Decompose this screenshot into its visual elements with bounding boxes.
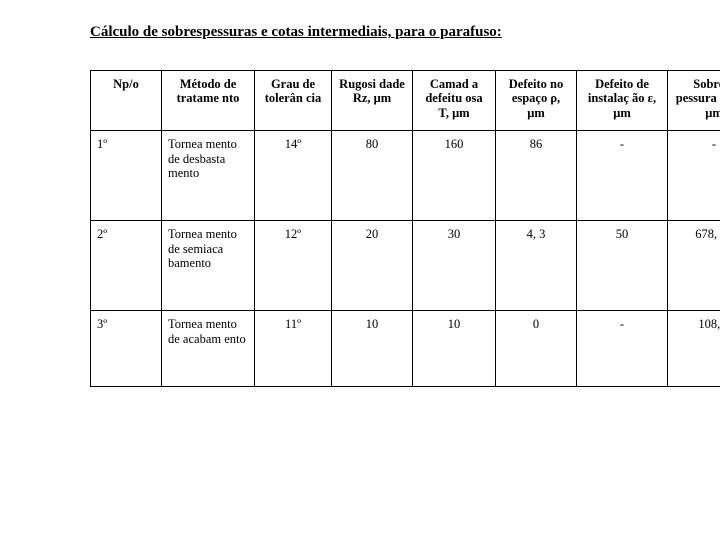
cell-n: 2º <box>91 221 162 311</box>
cell-eps: - <box>577 131 668 221</box>
cell-grau: 12º <box>255 221 332 311</box>
page-title: Cálculo de sobrespessuras e cotas interm… <box>90 24 502 41</box>
col-rho: Defeito no espaço ρ, μm <box>496 71 577 131</box>
calc-table: Np/o Método de tratame nto Grau de toler… <box>90 70 720 387</box>
cell-t: 160 <box>413 131 496 221</box>
cell-rz: 80 <box>332 131 413 221</box>
cell-metodo: Tornea mento de acabam ento <box>162 311 255 387</box>
col-rz: Rugosi dade Rz, μm <box>332 71 413 131</box>
cell-metodo: Tornea mento de desbasta mento <box>162 131 255 221</box>
cell-metodo: Tornea mento de semiaca bamento <box>162 221 255 311</box>
cell-eps: 50 <box>577 221 668 311</box>
cell-n: 1º <box>91 131 162 221</box>
cell-rz: 10 <box>332 311 413 387</box>
col-npo: Np/o <box>91 71 162 131</box>
table-header-row: Np/o Método de tratame nto Grau de toler… <box>91 71 720 131</box>
col-eps: Defeito de instalaç ão ε, μm <box>577 71 668 131</box>
col-metodo: Método de tratame nto <box>162 71 255 131</box>
col-t: Camad a defeitu osa T, μm <box>413 71 496 131</box>
col-grau: Grau de tolerân cia <box>255 71 332 131</box>
cell-zmin: 678, 96 <box>668 221 720 311</box>
cell-rz: 20 <box>332 221 413 311</box>
table-row: 3º Tornea mento de acabam ento 11º 10 10… <box>91 311 720 387</box>
cell-rho: 4, 3 <box>496 221 577 311</box>
cell-eps: - <box>577 311 668 387</box>
col-zmin: Sobrees pessura Zmin, μm <box>668 71 720 131</box>
cell-t: 10 <box>413 311 496 387</box>
cell-t: 30 <box>413 221 496 311</box>
cell-n: 3º <box>91 311 162 387</box>
table-row: 2º Tornea mento de semiaca bamento 12º 2… <box>91 221 720 311</box>
table-row: 1º Tornea mento de desbasta mento 14º 80… <box>91 131 720 221</box>
cell-rho: 86 <box>496 131 577 221</box>
cell-zmin: 108, 6 <box>668 311 720 387</box>
cell-grau: 11º <box>255 311 332 387</box>
cell-grau: 14º <box>255 131 332 221</box>
cell-rho: 0 <box>496 311 577 387</box>
cell-zmin: - <box>668 131 720 221</box>
